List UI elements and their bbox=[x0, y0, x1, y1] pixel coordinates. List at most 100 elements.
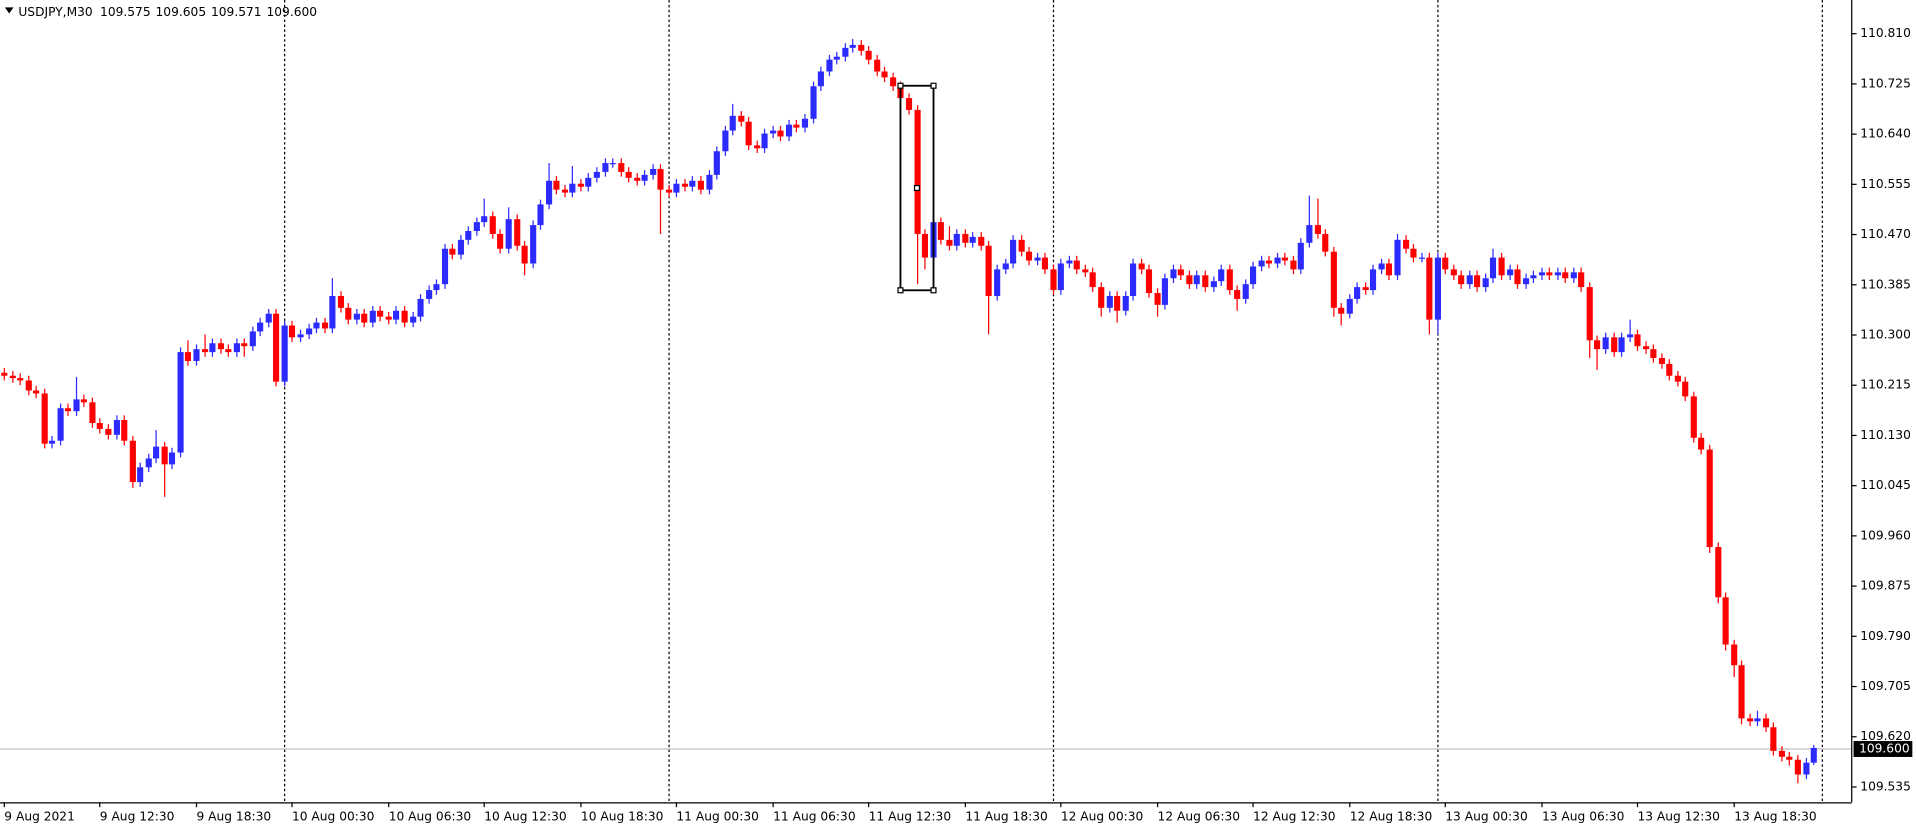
candle-body bbox=[1523, 278, 1530, 285]
candle-body bbox=[609, 163, 616, 165]
candle-body bbox=[369, 310, 376, 323]
x-tick-label: 11 Aug 12:30 bbox=[869, 809, 951, 823]
candle-body bbox=[530, 225, 537, 264]
x-tick-label: 12 Aug 18:30 bbox=[1350, 809, 1432, 823]
y-tick-label: 109.790 bbox=[1860, 629, 1911, 643]
handle[interactable] bbox=[930, 82, 937, 89]
candle-body bbox=[865, 50, 872, 60]
handle[interactable] bbox=[930, 287, 937, 294]
handle[interactable] bbox=[913, 184, 921, 192]
candle-body bbox=[761, 133, 768, 149]
candle-body bbox=[449, 248, 456, 255]
x-tick-label: 12 Aug 12:30 bbox=[1253, 809, 1335, 823]
candle-body bbox=[345, 307, 352, 320]
x-tick-label: 9 Aug 12:30 bbox=[100, 809, 175, 823]
candle-body bbox=[905, 98, 913, 110]
candle-body bbox=[57, 408, 64, 441]
candle-body bbox=[1731, 644, 1738, 666]
candle-body bbox=[577, 183, 584, 187]
candle-body bbox=[153, 446, 160, 459]
candle-body bbox=[25, 380, 32, 391]
candle-body bbox=[1474, 275, 1481, 288]
rectangle-object[interactable] bbox=[897, 82, 937, 294]
candle-body bbox=[666, 189, 673, 193]
candle-body bbox=[410, 316, 417, 323]
candle-body bbox=[457, 239, 465, 255]
candle-body bbox=[1114, 295, 1121, 311]
candle-body bbox=[1578, 272, 1585, 288]
candle-body bbox=[1786, 756, 1793, 760]
candle-body bbox=[1538, 272, 1546, 276]
candle-body bbox=[521, 245, 528, 264]
candle-body bbox=[1218, 269, 1225, 282]
candle-body bbox=[1369, 269, 1377, 291]
candle-body bbox=[1770, 727, 1777, 751]
candle-body bbox=[505, 219, 512, 249]
candle-body bbox=[137, 467, 144, 483]
candle-body bbox=[217, 343, 225, 350]
menu-triangle[interactable] bbox=[4, 7, 14, 14]
candle-body bbox=[145, 458, 152, 468]
candle-body bbox=[1394, 239, 1401, 276]
candle-body bbox=[874, 59, 881, 72]
y-tick-label: 109.875 bbox=[1860, 579, 1911, 593]
rectangle[interactable] bbox=[899, 84, 935, 292]
candle-body bbox=[1018, 239, 1025, 252]
y-tick-label: 110.470 bbox=[1860, 227, 1911, 241]
candle-body bbox=[641, 174, 648, 181]
candle-body bbox=[377, 310, 384, 317]
x-tick-label: 13 Aug 06:30 bbox=[1542, 809, 1624, 823]
candle-body bbox=[1138, 263, 1145, 270]
candle-body bbox=[842, 47, 849, 57]
candle-body bbox=[1498, 257, 1505, 276]
candle-body bbox=[17, 378, 24, 381]
x-tick-label: 12 Aug 00:30 bbox=[1061, 809, 1143, 823]
candle-body bbox=[1010, 239, 1017, 264]
candle-body bbox=[288, 325, 296, 338]
candle-body bbox=[337, 295, 345, 308]
candle-body bbox=[673, 183, 680, 193]
x-tick-label: 9 Aug 2021 bbox=[4, 809, 75, 823]
candle-body bbox=[297, 334, 304, 338]
candle-body bbox=[1682, 381, 1689, 397]
candle-body bbox=[1618, 337, 1625, 353]
candle-body bbox=[681, 183, 689, 187]
y-tick-label: 110.045 bbox=[1860, 478, 1911, 492]
x-tick-label: 12 Aug 06:30 bbox=[1158, 809, 1240, 823]
candle-body bbox=[785, 124, 793, 137]
candle-body bbox=[826, 59, 833, 72]
y-tick-label: 110.215 bbox=[1860, 378, 1911, 392]
candle-body bbox=[1098, 287, 1105, 308]
y-tick-label: 110.640 bbox=[1860, 127, 1911, 141]
candle-body bbox=[745, 121, 752, 146]
candle-body bbox=[233, 343, 240, 353]
symbol: USDJPY,M30 bbox=[18, 5, 92, 19]
candle-body bbox=[1650, 349, 1657, 359]
candle-body bbox=[1530, 275, 1537, 279]
candle-body bbox=[602, 163, 609, 172]
candle-body bbox=[689, 180, 696, 187]
candle-body bbox=[1698, 437, 1705, 450]
candle-body bbox=[1346, 298, 1353, 314]
open-value: 109.575 bbox=[100, 5, 151, 19]
candle-body bbox=[113, 420, 120, 435]
y-tick-label: 110.130 bbox=[1860, 428, 1911, 442]
candle-body bbox=[202, 349, 209, 353]
candles bbox=[1, 38, 1817, 784]
candle-body bbox=[729, 115, 736, 131]
candle-body bbox=[1410, 248, 1417, 258]
x-tick-label: 11 Aug 00:30 bbox=[676, 809, 758, 823]
candle-body bbox=[1482, 278, 1489, 288]
handle[interactable] bbox=[897, 82, 904, 89]
y-tick-label: 109.705 bbox=[1860, 679, 1911, 693]
candle-body bbox=[1186, 275, 1193, 285]
candle-body bbox=[241, 343, 248, 347]
handle[interactable] bbox=[897, 287, 904, 294]
candle-body bbox=[1546, 272, 1553, 276]
candle-body bbox=[329, 295, 336, 329]
candle-body bbox=[249, 331, 256, 347]
candle-body bbox=[1514, 269, 1521, 285]
